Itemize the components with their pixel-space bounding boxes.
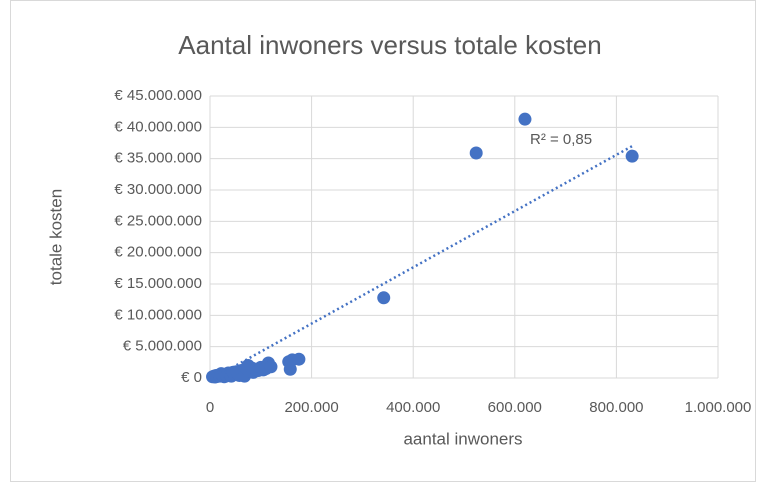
point	[292, 352, 306, 366]
y-tick-label: € 25.000.000	[114, 212, 202, 229]
chart-title: Aantal inwoners versus totale kosten	[178, 30, 601, 60]
x-tick-label: 1.000.000	[685, 399, 752, 416]
chart-border	[10, 0, 756, 482]
x-tick-label: 0	[206, 399, 214, 416]
y-tick-label: € 10.000.000	[114, 306, 202, 323]
y-tick-label: € 35.000.000	[114, 150, 202, 167]
y-tick-label: € 5.000.000	[123, 338, 202, 355]
x-tick-label: 400.000	[386, 399, 440, 416]
x-tick-label: 800.000	[589, 399, 643, 416]
x-axis-label: aantal inwoners	[403, 429, 522, 448]
y-tick-label: € 0	[181, 369, 202, 386]
y-tick-label: € 20.000.000	[114, 244, 202, 261]
y-tick-label: € 30.000.000	[114, 181, 202, 198]
point	[625, 149, 639, 163]
y-tick-label: € 40.000.000	[114, 118, 202, 135]
x-tick-label: 200.000	[284, 399, 338, 416]
x-tick-label: 600.000	[488, 399, 542, 416]
y-tick-label: € 45.000.000	[114, 87, 202, 104]
point	[264, 360, 278, 374]
trendline	[227, 145, 633, 372]
point	[469, 146, 483, 160]
annotation: R² = 0,85	[530, 131, 592, 148]
point	[377, 291, 391, 305]
y-axis-label: totale kosten	[46, 189, 65, 285]
point	[518, 112, 532, 126]
y-tick-label: € 15.000.000	[114, 275, 202, 292]
